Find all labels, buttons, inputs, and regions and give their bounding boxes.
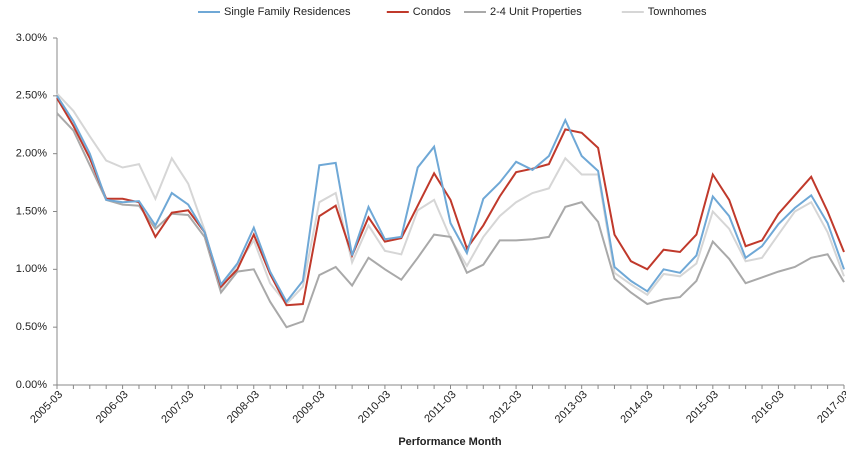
y-tick-label: 3.00% [16, 32, 47, 44]
x-tick-label: 2007-03 [159, 389, 196, 426]
legend-label: Townhomes [648, 6, 707, 18]
x-tick-label: 2017-03 [815, 389, 846, 426]
y-tick-label: 0.00% [16, 379, 47, 391]
y-tick-label: 0.50% [16, 321, 47, 333]
legend-label: Condos [413, 6, 451, 18]
x-tick-label: 2010-03 [356, 389, 393, 426]
series-line [56, 97, 845, 307]
x-tick-label: 2012-03 [487, 389, 524, 426]
x-tick-label: 2013-03 [553, 389, 590, 426]
x-tick-label: 2015-03 [684, 389, 721, 426]
series-line [56, 112, 845, 329]
x-tick-label: 2016-03 [750, 389, 787, 426]
series-line [56, 95, 845, 304]
x-tick-label: 2006-03 [94, 389, 131, 426]
legend-label: 2-4 Unit Properties [490, 6, 582, 18]
x-tick-label: 2005-03 [28, 389, 65, 426]
y-tick-label: 1.00% [16, 263, 47, 275]
x-tick-label: 2008-03 [225, 389, 262, 426]
x-tick-label: 2011-03 [422, 389, 458, 425]
y-tick-label: 1.50% [16, 205, 47, 217]
x-axis-label: Performance Month [398, 436, 502, 448]
legend-label: Single Family Residences [224, 6, 351, 18]
y-tick-label: 2.00% [16, 148, 47, 160]
x-tick-label: 2009-03 [290, 389, 327, 426]
x-tick-label: 2014-03 [618, 389, 655, 426]
y-tick-label: 2.50% [16, 90, 47, 102]
